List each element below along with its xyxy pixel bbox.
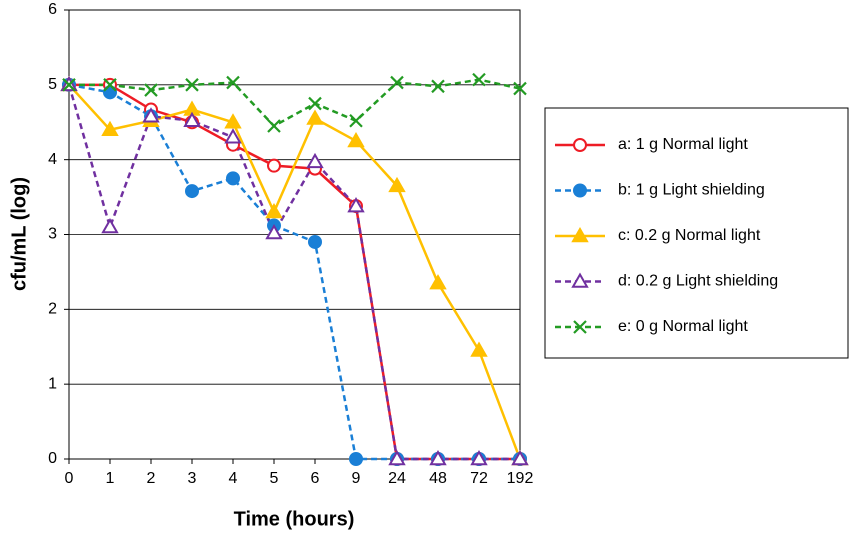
data-point [101, 120, 119, 136]
y-tick-label: 5 [48, 76, 57, 93]
data-point [226, 171, 240, 186]
data-point [103, 78, 117, 92]
series-line [69, 83, 520, 461]
data-point [429, 449, 447, 466]
data-point [224, 113, 242, 129]
legend-label: b: 1 g Light shielding [618, 182, 765, 199]
data-point [388, 176, 406, 193]
data-point [226, 75, 240, 90]
x-tick-label: 3 [188, 470, 197, 487]
data-point [513, 81, 527, 96]
x-tick-label: 4 [229, 470, 238, 487]
data-point [142, 107, 160, 123]
legend-marker [573, 138, 587, 152]
data-point [470, 341, 488, 357]
data-point [349, 452, 363, 466]
legend-label: a: 1 g Normal light [618, 136, 748, 153]
legend-marker [573, 183, 587, 198]
series-line [68, 83, 520, 461]
data-point [470, 449, 488, 466]
data-point [388, 449, 406, 466]
y-tick-label: 0 [48, 450, 57, 467]
data-point [347, 197, 365, 213]
legend-marker [571, 226, 589, 243]
legend-marker [571, 272, 589, 288]
y-tick-label: 3 [48, 226, 57, 243]
data-point [308, 234, 322, 249]
legend-label: e: 0 g Normal light [618, 318, 748, 335]
x-tick-label: 9 [352, 470, 361, 487]
data-point [306, 152, 324, 169]
x-tick-label: 72 [470, 470, 488, 487]
y-axis-title: cfu/mL (log) [8, 177, 30, 291]
legend-marker [573, 320, 587, 334]
data-point [224, 128, 242, 144]
data-point [267, 119, 281, 133]
y-tick-label: 1 [48, 375, 57, 392]
data-point [265, 223, 283, 240]
x-tick-label: 5 [270, 470, 279, 487]
y-tick-label: 4 [48, 151, 57, 168]
x-tick-label: 0 [65, 470, 74, 487]
x-tick-label: 48 [429, 470, 447, 487]
x-axis-title: Time (hours) [234, 508, 355, 530]
y-tick-label: 6 [48, 1, 57, 18]
series-line [68, 83, 522, 460]
data-point [390, 75, 404, 90]
x-tick-label: 6 [311, 470, 320, 487]
legend-label: d: 0.2 g Light shielding [618, 273, 778, 290]
x-tick-label: 2 [147, 470, 156, 487]
data-point [183, 111, 201, 128]
data-point [431, 79, 445, 94]
legend-label: c: 0.2 g Normal light [618, 227, 761, 244]
data-point [472, 72, 486, 87]
y-tick-label: 2 [48, 301, 57, 318]
data-point [185, 78, 199, 92]
data-point [429, 274, 447, 290]
data-point [308, 96, 322, 111]
data-point [144, 83, 158, 97]
data-point [62, 78, 76, 92]
data-point [267, 158, 281, 173]
data-point [306, 109, 324, 125]
series-line [69, 78, 521, 128]
data-point [265, 203, 283, 219]
legend-box [544, 107, 849, 359]
series-line [67, 84, 520, 461]
data-point [347, 131, 365, 148]
x-tick-label: 1 [106, 470, 115, 487]
data-point [101, 218, 119, 234]
plot-border [68, 9, 521, 460]
data-point [511, 449, 529, 466]
x-tick-label: 24 [388, 470, 406, 487]
data-point [185, 184, 199, 199]
data-point [349, 113, 363, 128]
x-tick-label: 192 [507, 470, 534, 487]
